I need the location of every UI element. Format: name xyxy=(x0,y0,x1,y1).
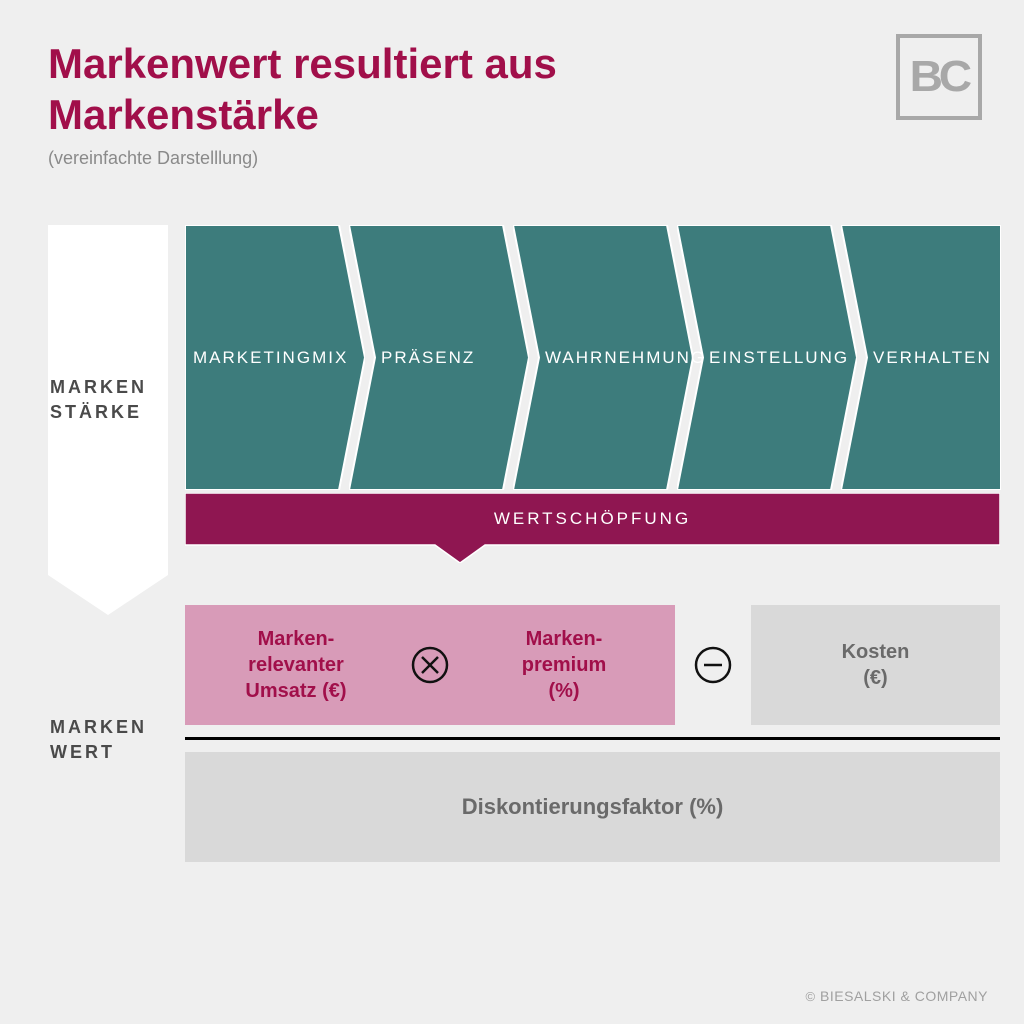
pink-group: Marken- relevanter Umsatz (€) Marken- pr… xyxy=(185,605,675,725)
formula-row: Marken- relevanter Umsatz (€) Marken- pr… xyxy=(185,605,1000,725)
kosten-line-2: (€) xyxy=(863,667,887,689)
chevron-step-2: WAHRNEHMUNG xyxy=(513,225,693,490)
company-logo: BC xyxy=(896,34,982,120)
markenwert-label-1: MARKEN xyxy=(50,717,147,737)
premium-line-3: (%) xyxy=(548,680,579,702)
chevron-step-4: VERHALTEN xyxy=(841,225,1001,490)
chevron-step-3: EINSTELLUNG xyxy=(677,225,857,490)
premium-line-1: Marken- xyxy=(526,628,603,650)
diagram-container: MARKEN STÄRKE MARKEN WERT MARKETINGMIX PR… xyxy=(20,225,1004,965)
chevron-label-4: VERHALTEN xyxy=(873,225,995,490)
formula-box-premium: Marken- premium (%) xyxy=(453,605,675,725)
kosten-line-1: Kosten xyxy=(842,641,910,663)
chevron-step-0: MARKETINGMIX xyxy=(185,225,365,490)
chevron-label-0: MARKETINGMIX xyxy=(193,225,335,490)
formula-box-umsatz: Marken- relevanter Umsatz (€) xyxy=(185,605,407,725)
page-subtitle: (vereinfachte Darstelllung) xyxy=(48,148,976,169)
premium-line-2: premium xyxy=(522,654,606,676)
markenstarke-label-2: STÄRKE xyxy=(50,402,142,422)
formula-box-kosten: Kosten (€) xyxy=(751,605,1000,725)
copyright-text: BIESALSKI & COMPANY xyxy=(820,988,988,1004)
chevron-label-3: EINSTELLUNG xyxy=(709,225,827,490)
umsatz-line-2: relevanter xyxy=(248,654,344,676)
chevron-label-1: PRÄSENZ xyxy=(381,225,499,490)
chevron-row: MARKETINGMIX PRÄSENZ WAHRNEHMUNG EINSTELLUN… xyxy=(185,225,1005,490)
markenwert-label-2: WERT xyxy=(50,742,115,762)
title-line-1: Markenwert resultiert aus xyxy=(48,40,557,87)
fraction-line xyxy=(185,737,1000,740)
markenstarke-label-1: MARKEN xyxy=(50,377,147,397)
row-label-markenwert: MARKEN WERT xyxy=(50,715,147,764)
copyright-line: © BIESALSKI & COMPANY xyxy=(806,988,988,1004)
wertschopfung-banner: WERTSCHÖPFUNG xyxy=(185,493,1000,563)
wertschopfung-label: WERTSCHÖPFUNG xyxy=(185,493,1000,545)
title-line-2: Markenstärke xyxy=(48,91,319,138)
discount-label: Diskontierungsfaktor (%) xyxy=(462,794,724,820)
copyright-icon: © xyxy=(806,989,816,1004)
umsatz-line-3: Umsatz (€) xyxy=(245,680,346,702)
chevron-step-1: PRÄSENZ xyxy=(349,225,529,490)
logo-text: BC xyxy=(910,52,968,102)
page-title: Markenwert resultiert aus Markenstärke xyxy=(48,38,976,140)
umsatz-line-1: Marken- xyxy=(258,628,335,650)
minus-icon xyxy=(685,605,741,725)
chevron-label-2: WAHRNEHMUNG xyxy=(545,225,663,490)
discount-box: Diskontierungsfaktor (%) xyxy=(185,752,1000,862)
multiply-icon xyxy=(407,605,453,725)
row-label-markenstarke: MARKEN STÄRKE xyxy=(50,375,147,424)
